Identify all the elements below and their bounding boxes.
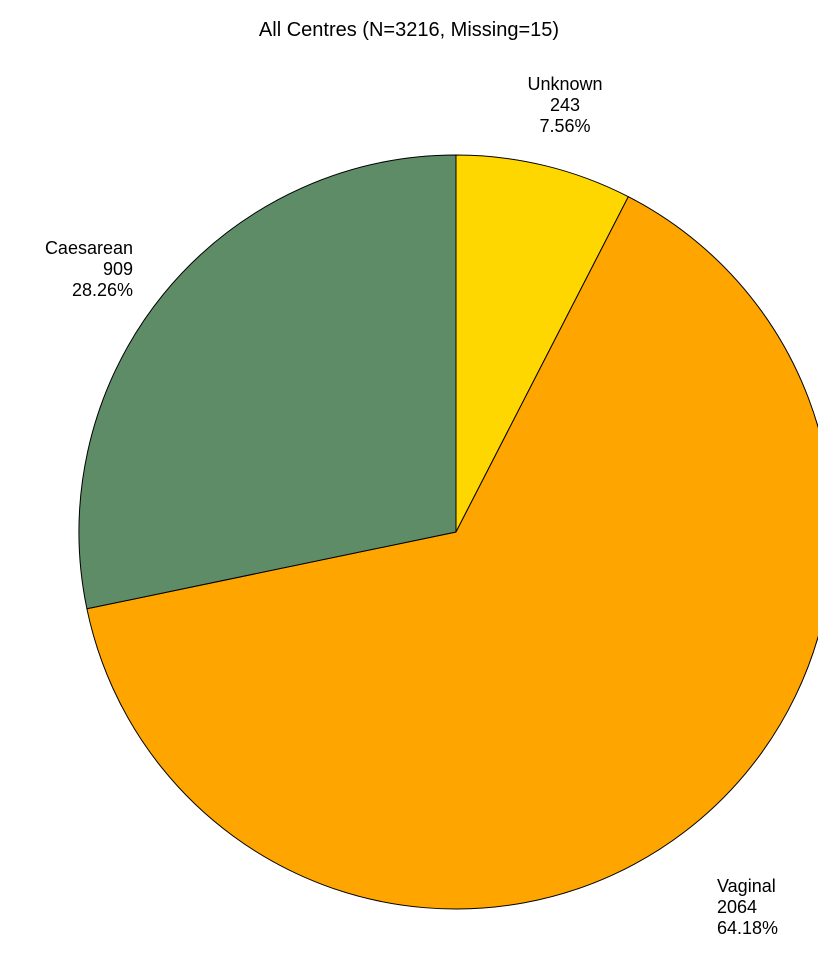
pie-slice-unknown bbox=[455, 154, 630, 533]
slice-name-vaginal: Vaginal bbox=[717, 876, 776, 896]
slice-label-vaginal: Vaginal 2064 64.18% bbox=[717, 876, 817, 939]
slice-name-unknown: Unknown bbox=[527, 74, 603, 94]
slice-label-unknown: Unknown 243 7.56% bbox=[490, 74, 640, 137]
slice-percent-unknown: 7.56% bbox=[539, 116, 591, 136]
slice-percent-vaginal: 64.18% bbox=[717, 918, 779, 938]
slice-count-caesarean: 909 bbox=[102, 259, 133, 279]
slice-label-caesarean: Caesarean 909 28.26% bbox=[0, 238, 133, 301]
pie-slice-caesarean bbox=[78, 154, 457, 610]
slice-count-vaginal: 2064 bbox=[717, 897, 758, 917]
chart-title: All Centres (N=3216, Missing=15) bbox=[258, 19, 560, 41]
slice-percent-caesarean: 28.26% bbox=[71, 280, 133, 300]
pie-slice-vaginal bbox=[86, 196, 818, 910]
slice-count-unknown: 243 bbox=[549, 95, 581, 115]
slice-name-caesarean: Caesarean bbox=[44, 238, 133, 258]
